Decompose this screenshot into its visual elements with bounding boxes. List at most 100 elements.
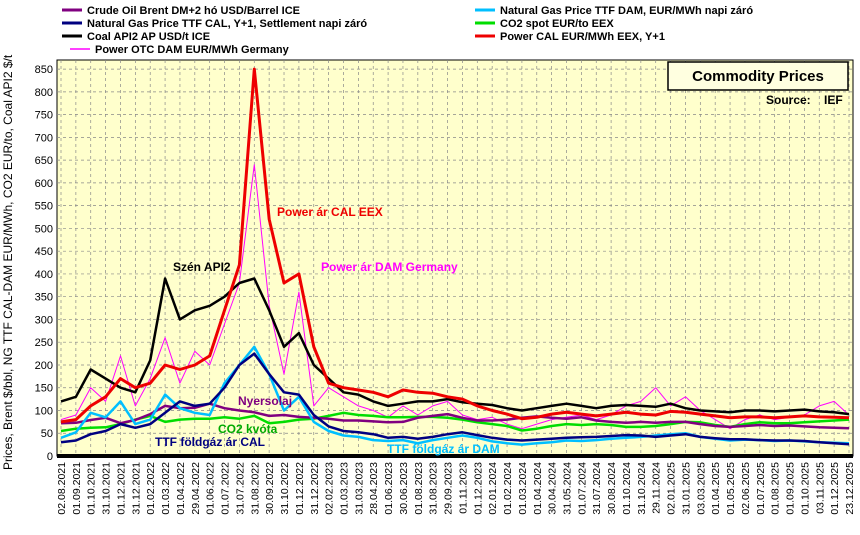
series-line [60,352,850,446]
x-tick-label: 29.09.2023 [443,462,455,515]
x-tick-label: 01.02.2024 [502,462,514,515]
chart-title: Commodity Prices [692,68,824,85]
x-tick-label: 31.12.2021 [130,462,142,515]
x-tick-label: 31.10.2021 [101,462,113,515]
x-tick-label: 01.04.2025 [710,462,722,515]
series-annotation: CO2 kvóta [218,422,278,436]
x-tick-label: 01.12.2022 [294,462,306,515]
source-label: Source: [766,93,811,107]
legend-label: Natural Gas Price TTF CAL, Y+1, Settleme… [87,18,367,30]
y-tick-label: 300 [35,314,53,326]
x-tick-label: 30.04.2024 [547,462,559,515]
y-tick-label: 700 [35,132,53,144]
series-annotation: Power ár CAL EEX [277,205,383,219]
x-tick-label: 29.11.2024 [651,462,663,514]
x-tick-label: 01.11.2023 [457,462,469,514]
x-tick-label: 01.03.2022 [160,462,172,515]
x-tick-label: 31.03.2023 [353,462,365,515]
x-tick-label: 02.01.2025 [666,462,678,515]
series-annotations: Power ár CAL EEX Power ár DAM Germany Szén… [155,205,500,456]
x-tick-label: 31.10.2022 [279,462,291,515]
x-tick-label: 29.04.2022 [190,462,202,515]
y-tick-label: 350 [35,292,53,304]
x-tick-label: 28.04.2023 [368,462,380,515]
x-tick-label: 01.10.2024 [621,462,633,515]
y-tick-label: 650 [35,155,53,167]
y-tick-label: 0 [47,451,53,463]
x-tick-label: 01.08.2025 [770,462,782,515]
x-tick-label: 01.06.2023 [383,462,395,515]
y-tick-label: 200 [35,360,53,372]
x-tick-label: 02.08.2021 [56,462,68,515]
x-tick-label: 03.03.2025 [695,462,707,515]
x-tick-label: 30.08.2024 [606,462,618,515]
x-tick-label: 01.02.2022 [145,462,157,515]
chart-legend: Crude Oil Brent DM+2 hó USD/Barrel ICENa… [62,5,753,56]
x-axis-ticks: 02.08.2021 01.09.2021 01.10.2021 31.10.2021… [56,454,856,515]
legend-label: Power CAL EUR/MWh EEX, Y+1 [500,31,665,43]
series-line [60,67,850,424]
x-tick-label: 01.12.2021 [115,462,127,515]
x-tick-label: 31.08.2022 [249,462,261,515]
series-line [60,402,850,430]
source-value: IEF [824,93,843,107]
series-line [60,277,850,416]
x-tick-label: 02.02.2023 [324,462,336,515]
y-tick-label: 800 [35,87,53,99]
x-tick-label: 31.07.2024 [591,462,603,515]
y-tick-label: 50 [41,428,53,440]
x-tick-label: 01.09.2021 [71,462,83,515]
x-tick-label: 01.07.2022 [220,462,232,515]
x-tick-label: 02.01.2024 [487,462,499,515]
series-lines [60,67,850,446]
x-tick-label: 31.10.2024 [636,462,648,515]
y-tick-label: 400 [35,269,53,281]
x-tick-label: 31.01.2025 [680,462,692,515]
x-tick-label: 01.03.2023 [338,462,350,515]
series-annotation: Nyersolaj [238,394,292,408]
series-line [60,164,850,430]
y-tick-label: 250 [35,337,53,349]
y-tick-label: 750 [35,110,53,122]
x-tick-label: 01.09.2025 [785,462,797,515]
x-tick-label: 01.10.2025 [799,462,811,515]
x-tick-label: 02.06.2025 [740,462,752,515]
x-tick-label: 01.03.2024 [517,462,529,515]
x-tick-label: 23.12.2025 [844,462,856,515]
x-tick-label: 03.11.2025 [814,462,826,514]
y-tick-label: 550 [35,201,53,213]
legend-label: Power OTC DAM EUR/MWh Germany [95,44,290,56]
x-tick-label: 01.05.2025 [725,462,737,515]
x-tick-label: 01.08.2023 [413,462,425,515]
x-tick-label: 01.10.2021 [86,462,98,515]
y-tick-label: 100 [35,405,53,417]
y-tick-label: 500 [35,223,53,235]
title-box: Commodity Prices Source: IEF [667,61,849,107]
x-tick-label: 31.12.2022 [309,462,321,515]
y-axis-label: Prices, Brent $/bbl, NG TTF CAL-DAM EUR/… [1,54,15,470]
y-tick-label: 450 [35,246,53,258]
legend-label: Coal API2 AP USD/t ICE [87,31,210,43]
series-annotation: TTF földgáz ár DAM [387,442,500,456]
x-tick-label: 31.05.2024 [562,462,574,515]
x-tick-label: 31.07.2022 [234,462,246,515]
y-tick-label: 150 [35,383,53,395]
series-annotation: TTF földgáz ár CAL [155,435,265,449]
legend-label: CO2 spot EUR/to EEX [500,18,614,30]
y-axis-ticks: 0 50 100 150 200 250 300 350 400 450 500 550 600 650 7… [35,64,53,463]
x-tick-label: 30.06.2023 [398,462,410,515]
x-tick-label: 01.04.2024 [532,462,544,515]
x-tick-label: 01.07.2024 [576,462,588,515]
legend-label: Crude Oil Brent DM+2 hó USD/Barrel ICE [87,5,300,17]
series-annotation: Szén API2 [173,260,231,274]
x-tick-label: 30.09.2022 [264,462,276,515]
y-tick-label: 850 [35,64,53,76]
x-tick-label: 31.08.2023 [428,462,440,515]
legend-label: Natural Gas Price TTF DAM, EUR/MWh napi … [500,5,753,17]
x-tick-label: 01.04.2022 [175,462,187,515]
x-tick-label: 01.07.2025 [755,462,767,515]
series-annotation: Power ár DAM Germany [321,260,458,274]
x-tick-label: 01.06.2022 [205,462,217,515]
x-tick-label: 01.12.2023 [472,462,484,515]
